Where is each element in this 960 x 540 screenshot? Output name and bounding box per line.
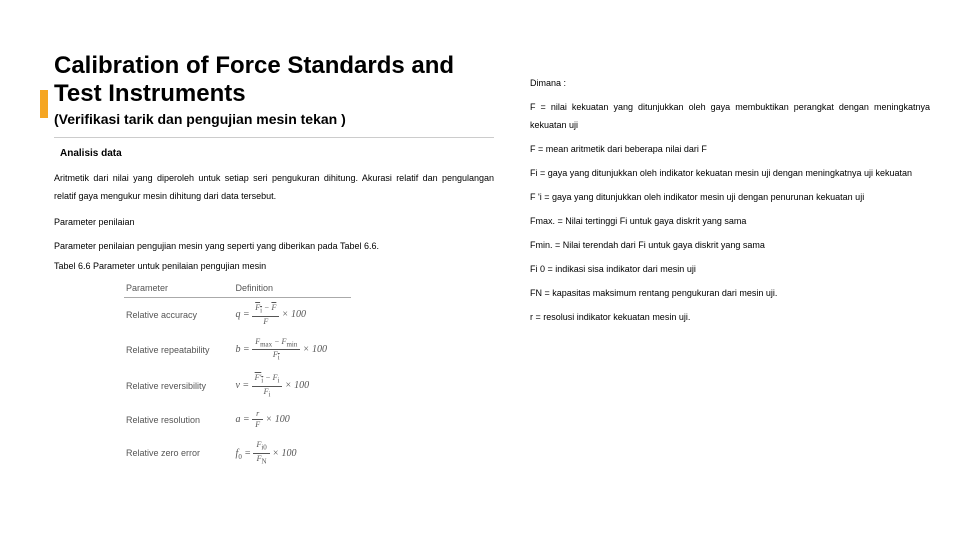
definition-Fmean: F = mean aritmetik dari beberapa nilai d…: [530, 140, 930, 158]
definition-F: F = nilai kekuatan yang ditunjukkan oleh…: [530, 98, 930, 134]
parameter-table: Parameter Definition Relative accuracy q…: [124, 279, 351, 471]
definition-FN: FN = kapasitas maksimum rentang pengukur…: [530, 284, 930, 302]
parameter-table-wrap: Parameter Definition Relative accuracy q…: [124, 279, 494, 471]
left-column: Calibration of Force Standards and Test …: [54, 52, 494, 471]
cell-formula: q=Fi − FF×100: [234, 298, 351, 332]
table-row: Relative accuracy q=Fi − FF×100: [124, 298, 351, 332]
table-row: Relative zero error f0=Fi0FN×100: [124, 435, 351, 471]
table-row: Relative repeatability b=Fmax − FminFi×1…: [124, 332, 351, 368]
section-heading-analysis: Analisis data: [60, 148, 494, 159]
table-caption: Tabel 6.6 Parameter untuk penilaian peng…: [54, 261, 494, 271]
col-parameter: Parameter: [124, 279, 234, 298]
cell-formula: b=Fmax − FminFi×100: [234, 332, 351, 368]
definition-Fmax: Fmax. = Nilai tertinggi Fi untuk gaya di…: [530, 212, 930, 230]
definition-Fpi: F 'i = gaya yang ditunjukkan oleh indika…: [530, 188, 930, 206]
cell-formula: a=rF×100: [234, 404, 351, 435]
page-subtitle: (Verifikasi tarik dan pengujian mesin te…: [54, 111, 494, 127]
definition-Fmin: Fmin. = Nilai terendah dari Fi untuk gay…: [530, 236, 930, 254]
cell-label: Relative accuracy: [124, 298, 234, 332]
definition-r: r = resolusi indikator kekuatan mesin uj…: [530, 308, 930, 326]
col-definition: Definition: [234, 279, 351, 298]
table-row: Relative resolution a=rF×100: [124, 404, 351, 435]
accent-bar: [40, 90, 48, 118]
cell-formula: v=F′i − FiFi×100: [234, 368, 351, 404]
divider: [54, 137, 494, 138]
paragraph-param-head: Parameter penilaian: [54, 213, 494, 231]
cell-label: Relative reversibility: [124, 368, 234, 404]
cell-formula: f0=Fi0FN×100: [234, 435, 351, 471]
definition-Fi0: Fi 0 = indikasi sisa indikator dari mesi…: [530, 260, 930, 278]
page-title: Calibration of Force Standards and Test …: [54, 52, 494, 107]
definition-Fi: Fi = gaya yang ditunjukkan oleh indikato…: [530, 164, 930, 182]
paragraph-param: Parameter penilaian pengujian mesin yang…: [54, 237, 494, 255]
cell-label: Relative zero error: [124, 435, 234, 471]
right-column: Dimana : F = nilai kekuatan yang ditunju…: [530, 74, 930, 332]
table-header-row: Parameter Definition: [124, 279, 351, 298]
definitions-head: Dimana :: [530, 74, 930, 92]
slide-root: Calibration of Force Standards and Test …: [0, 0, 960, 540]
paragraph-analysis: Aritmetik dari nilai yang diperoleh untu…: [54, 169, 494, 205]
cell-label: Relative resolution: [124, 404, 234, 435]
table-row: Relative reversibility v=F′i − FiFi×100: [124, 368, 351, 404]
cell-label: Relative repeatability: [124, 332, 234, 368]
